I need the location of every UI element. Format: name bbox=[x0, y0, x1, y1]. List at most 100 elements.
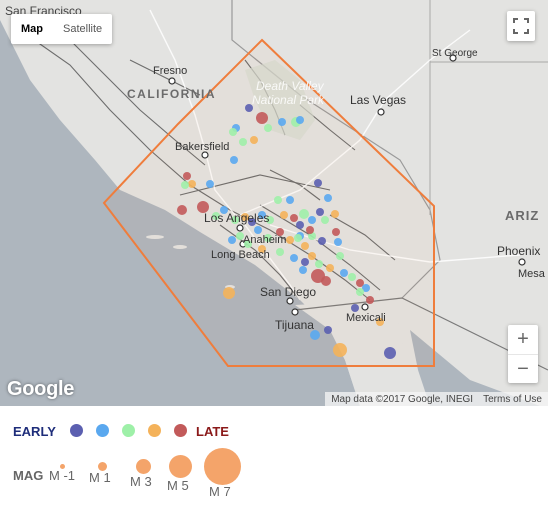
label-mexicali: Mexicali bbox=[346, 312, 386, 324]
earthquake-marker[interactable] bbox=[376, 318, 384, 326]
legend-mag-label: MAG bbox=[13, 468, 44, 483]
earthquake-marker[interactable] bbox=[324, 194, 332, 202]
earthquake-marker[interactable] bbox=[229, 128, 237, 136]
earthquake-marker[interactable] bbox=[348, 273, 356, 281]
label-bakersfield: Bakersfield bbox=[175, 141, 229, 153]
earthquake-marker[interactable] bbox=[326, 264, 334, 272]
las-vegas-marker bbox=[377, 108, 385, 116]
legend-early-label: EARLY bbox=[13, 424, 56, 439]
earthquake-marker[interactable] bbox=[278, 118, 286, 126]
terms-of-use-link[interactable]: Terms of Use bbox=[483, 393, 542, 405]
earthquake-marker[interactable] bbox=[280, 211, 288, 219]
earthquake-marker[interactable] bbox=[318, 237, 326, 245]
earthquake-marker[interactable] bbox=[321, 276, 331, 286]
google-logo[interactable]: Google bbox=[7, 378, 75, 400]
earthquake-marker[interactable] bbox=[308, 252, 316, 260]
label-national-park: National Park bbox=[252, 93, 325, 107]
earthquake-marker[interactable] bbox=[256, 112, 268, 124]
fullscreen-icon bbox=[513, 18, 529, 34]
earthquake-marker[interactable] bbox=[336, 252, 344, 260]
earthquake-marker[interactable] bbox=[264, 124, 272, 132]
earthquake-marker[interactable] bbox=[351, 304, 359, 312]
earthquake-marker[interactable] bbox=[241, 213, 249, 221]
earthquake-marker[interactable] bbox=[308, 216, 316, 224]
earthquake-marker[interactable] bbox=[197, 201, 209, 213]
earthquake-markers[interactable] bbox=[177, 104, 396, 359]
earthquake-marker[interactable] bbox=[315, 260, 323, 268]
earthquake-marker[interactable] bbox=[244, 240, 252, 248]
earthquake-marker[interactable] bbox=[248, 218, 256, 226]
map-labels: San Francisco Fresno CALIFORNIA Death Va… bbox=[5, 4, 546, 332]
earthquake-marker[interactable] bbox=[258, 245, 266, 253]
earthquake-marker[interactable] bbox=[333, 343, 347, 357]
earthquake-marker[interactable] bbox=[294, 234, 302, 242]
earthquake-marker[interactable] bbox=[212, 212, 220, 220]
earthquake-marker[interactable] bbox=[245, 104, 253, 112]
earthquake-marker[interactable] bbox=[177, 205, 187, 215]
earthquake-marker[interactable] bbox=[384, 347, 396, 359]
earthquake-marker[interactable] bbox=[331, 210, 339, 218]
earthquake-marker[interactable] bbox=[321, 216, 329, 224]
earthquake-marker[interactable] bbox=[310, 330, 320, 340]
earthquake-marker[interactable] bbox=[296, 116, 304, 124]
earthquake-marker[interactable] bbox=[231, 216, 239, 224]
label-tijuana: Tijuana bbox=[275, 318, 314, 332]
fullscreen-button[interactable] bbox=[507, 11, 535, 41]
map-view[interactable]: San Francisco Fresno CALIFORNIA Death Va… bbox=[0, 0, 548, 406]
earthquake-marker[interactable] bbox=[299, 209, 309, 219]
land bbox=[0, 0, 548, 406]
earthquake-marker[interactable] bbox=[286, 236, 294, 244]
earthquake-marker[interactable] bbox=[334, 238, 342, 246]
earthquake-marker[interactable] bbox=[296, 221, 304, 229]
earthquake-marker[interactable] bbox=[340, 269, 348, 277]
zoom-out-button[interactable]: − bbox=[517, 358, 529, 380]
phoenix-marker bbox=[518, 258, 526, 266]
earthquake-marker[interactable] bbox=[314, 179, 322, 187]
earthquake-marker[interactable] bbox=[299, 266, 307, 274]
earthquake-marker[interactable] bbox=[306, 226, 314, 234]
earthquake-marker[interactable] bbox=[181, 181, 189, 189]
map-canvas[interactable]: San Francisco Fresno CALIFORNIA Death Va… bbox=[0, 0, 548, 406]
earthquake-marker[interactable] bbox=[324, 326, 332, 334]
earthquake-marker[interactable] bbox=[362, 284, 370, 292]
mexicali-marker bbox=[361, 303, 369, 311]
legend-time-dot bbox=[70, 424, 83, 437]
earthquake-marker[interactable] bbox=[356, 288, 364, 296]
earthquake-marker[interactable] bbox=[301, 242, 309, 250]
earthquake-marker[interactable] bbox=[366, 296, 374, 304]
earthquake-marker[interactable] bbox=[290, 254, 298, 262]
earthquake-marker[interactable] bbox=[220, 206, 228, 214]
earthquake-marker[interactable] bbox=[264, 234, 272, 242]
earthquake-marker[interactable] bbox=[258, 211, 266, 219]
earthquake-marker[interactable] bbox=[276, 228, 284, 236]
map-type-satellite-button[interactable]: Satellite bbox=[63, 23, 103, 35]
earthquake-marker[interactable] bbox=[254, 226, 262, 234]
earthquake-marker[interactable] bbox=[223, 287, 235, 299]
earthquake-marker[interactable] bbox=[274, 196, 282, 204]
earthquake-marker[interactable] bbox=[230, 156, 238, 164]
legend-mag-label-item: M -1 bbox=[49, 468, 75, 483]
earthquake-marker[interactable] bbox=[316, 208, 324, 216]
bakersfield-marker bbox=[201, 151, 209, 159]
earthquake-marker[interactable] bbox=[286, 196, 294, 204]
query-polygon bbox=[102, 38, 435, 367]
earthquake-marker[interactable] bbox=[183, 172, 191, 180]
earthquake-marker[interactable] bbox=[301, 258, 309, 266]
earthquake-marker[interactable] bbox=[276, 248, 284, 256]
earthquake-marker[interactable] bbox=[188, 180, 196, 188]
legend-time-dot bbox=[174, 424, 187, 437]
zoom-in-button[interactable]: + bbox=[508, 325, 538, 355]
earthquake-marker[interactable] bbox=[206, 180, 214, 188]
earthquake-marker[interactable] bbox=[332, 228, 340, 236]
label-death-valley: Death Valley bbox=[256, 79, 325, 93]
earthquake-marker[interactable] bbox=[356, 279, 364, 287]
earthquake-marker[interactable] bbox=[266, 216, 274, 224]
earthquake-marker[interactable] bbox=[250, 136, 258, 144]
earthquake-marker[interactable] bbox=[236, 232, 244, 240]
earthquake-marker[interactable] bbox=[239, 138, 247, 146]
map-type-map-button[interactable]: Map bbox=[21, 23, 43, 35]
earthquake-marker[interactable] bbox=[228, 236, 236, 244]
earthquake-marker[interactable] bbox=[290, 214, 298, 222]
label-st-george: St George bbox=[432, 48, 478, 59]
legend-mag-label-item: M 7 bbox=[209, 484, 231, 499]
